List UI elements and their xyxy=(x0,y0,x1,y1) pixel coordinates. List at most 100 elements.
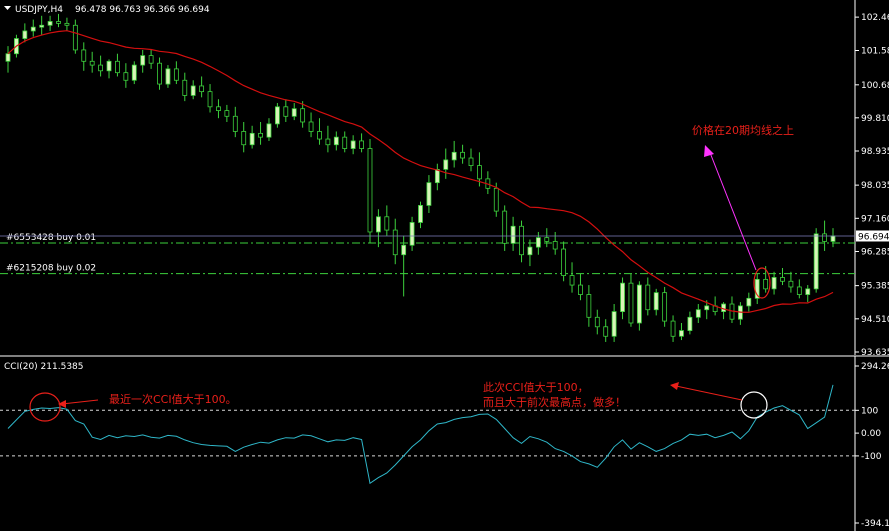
candle-body xyxy=(384,216,390,231)
candle xyxy=(594,309,600,335)
candle-body xyxy=(39,24,45,28)
candle xyxy=(241,121,247,153)
candle xyxy=(796,279,802,299)
candle-body xyxy=(333,136,339,146)
candle-body xyxy=(746,297,752,307)
arrow-head-icon xyxy=(704,145,714,157)
candle xyxy=(359,133,364,153)
candle-body xyxy=(822,233,827,242)
candle-body xyxy=(199,85,205,93)
candle xyxy=(535,231,541,255)
candle-body xyxy=(443,159,449,170)
candle xyxy=(679,322,684,341)
candle-body xyxy=(611,311,617,337)
candle xyxy=(56,13,61,28)
candle-body xyxy=(81,49,87,62)
candle xyxy=(392,218,398,265)
arrow-head-icon xyxy=(58,400,66,408)
candle-body xyxy=(140,55,146,66)
candle-body xyxy=(754,278,760,299)
candle xyxy=(367,139,373,244)
candle xyxy=(460,144,465,164)
candle xyxy=(493,182,499,217)
candle xyxy=(628,273,634,327)
candle-body xyxy=(426,182,432,206)
candle xyxy=(300,101,306,128)
candle xyxy=(611,304,617,342)
price-tick-label: 100.680 xyxy=(861,81,889,91)
order-lines: #6553428 buy 0.01 #6215208 buy 0.02 xyxy=(0,233,855,275)
candle-body xyxy=(350,140,356,149)
candle-body xyxy=(409,222,415,246)
candle-body xyxy=(30,26,36,32)
candle-body xyxy=(325,138,331,146)
candle xyxy=(788,271,794,293)
candle xyxy=(157,57,162,90)
chevron-down-icon[interactable] xyxy=(4,6,11,10)
candle xyxy=(258,121,263,145)
cci-axis-ticks: 294.261 100 0.00 -100 -394.17 xyxy=(855,362,889,529)
candle xyxy=(527,239,533,267)
candle xyxy=(342,131,348,153)
current-price-label: 96.694 xyxy=(858,232,889,242)
candle xyxy=(173,61,179,85)
candle xyxy=(603,319,609,342)
cci-panel: CCI(20) 211.5385 294.261 100 0.00 -100 -394.… xyxy=(0,356,889,531)
candle xyxy=(569,262,575,293)
candle xyxy=(39,15,45,35)
candle-body xyxy=(392,229,398,256)
candle-body xyxy=(173,68,179,81)
candle xyxy=(485,171,491,195)
candle xyxy=(763,266,769,293)
candlestick-series xyxy=(5,13,836,342)
candle xyxy=(81,42,87,71)
candle xyxy=(199,76,205,98)
cci-right-arrow xyxy=(675,385,743,401)
candle-body xyxy=(628,282,634,324)
cci-note-right-2: 而且大于前次最高点，做多！ xyxy=(483,395,626,409)
price-tick-label: 93.635 xyxy=(861,348,889,358)
candle xyxy=(325,125,331,153)
candle-body xyxy=(47,21,53,26)
candle-body xyxy=(780,277,785,282)
candle xyxy=(754,273,760,305)
candle-body xyxy=(704,305,710,311)
cci-left-arrow xyxy=(61,399,99,405)
price-axis-ticks: 102.465 101.585 100.680 99.810 98.935 98.035 9… xyxy=(855,13,889,358)
candle xyxy=(131,61,137,85)
candle-body xyxy=(653,292,659,311)
candle-body xyxy=(258,132,263,138)
candle-body xyxy=(291,108,297,117)
cci-left-circle xyxy=(29,392,61,422)
cci-tick-label: -100 xyxy=(861,452,882,462)
candle-body xyxy=(22,30,28,39)
candle-body xyxy=(359,140,364,149)
candle xyxy=(291,103,297,121)
candle xyxy=(140,49,146,73)
candle xyxy=(704,300,710,320)
arrow-head-icon xyxy=(670,382,679,390)
candle xyxy=(106,59,112,79)
candle xyxy=(22,23,28,43)
candle xyxy=(519,220,524,263)
candle-body xyxy=(535,237,541,248)
candle xyxy=(721,302,726,320)
candle-body xyxy=(401,244,407,256)
candle-body xyxy=(771,277,777,290)
candle-body xyxy=(89,60,95,66)
candle xyxy=(266,118,272,141)
candle-body xyxy=(569,275,575,286)
candle-body xyxy=(636,284,642,324)
candle xyxy=(249,125,255,149)
price-note: 价格在20期均线之上 xyxy=(692,123,794,137)
candle xyxy=(426,175,432,214)
cci-title: CCI(20) 211.5385 xyxy=(4,362,84,372)
candle xyxy=(552,231,558,255)
candle xyxy=(636,281,642,331)
candle-body xyxy=(266,123,272,138)
candle-body xyxy=(224,110,230,117)
candle-body xyxy=(434,168,440,184)
candle-body xyxy=(106,60,112,72)
candle-body xyxy=(493,187,499,212)
